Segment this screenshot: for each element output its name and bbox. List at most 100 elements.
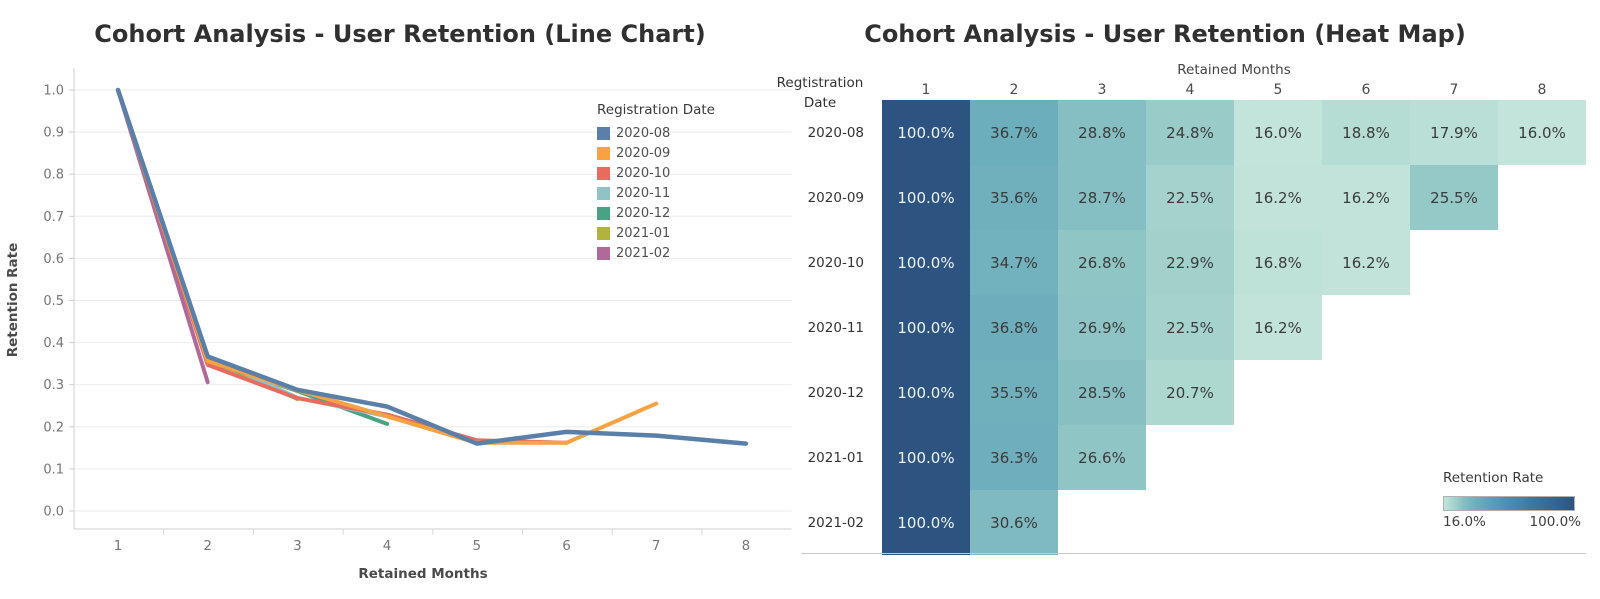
heatmap-row-label: 2020-08 [807,124,864,141]
heatmap-cell: 35.5% [970,360,1058,425]
y-tick-label: 0.4 [43,336,64,351]
heatmap-column-header: 8 [1537,82,1547,98]
y-tick-label: 0.9 [43,126,64,141]
legend-title: Registration Date [597,102,715,118]
series-line-2020-10 [116,88,569,445]
row-axis-title-line1: Regtistration [776,75,864,91]
x-tick-label: 2 [203,538,212,554]
legend-label: 2020-09 [616,145,671,161]
color-legend-labels: 16.0% 100.0% [1443,514,1581,530]
heatmap-row-label: 2020-12 [807,384,864,401]
x-tick-label: 4 [383,538,392,554]
x-tick-label: 6 [562,538,571,554]
heatmap-cell: 28.5% [1058,360,1146,425]
heatmap-cell: 36.8% [970,295,1058,360]
heatmap-column-header: 1 [921,82,931,98]
heatmap-row-label: 2020-09 [807,189,864,206]
heatmap-column-header: 4 [1185,82,1195,98]
heatmap-cell: 26.8% [1058,230,1146,295]
heatmap-cell: 26.9% [1058,295,1146,360]
legend-swatch [597,206,610,220]
heatmap-column-header: 6 [1361,82,1371,98]
y-tick-label: 0.7 [43,210,64,225]
legend-label: 2020-12 [616,205,671,221]
heatmap-row-label: 2021-01 [807,449,864,466]
heatmap-cell: 16.0% [1498,100,1586,165]
y-tick-label: 0.6 [43,252,64,267]
heatmap-cell: 16.8% [1234,230,1322,295]
heatmap-cell: 100.0% [882,100,970,165]
legend-item: 2021-02 [597,243,715,263]
legend-swatch [597,226,610,240]
heatmap-column-axis-title: Retained Months [1177,62,1291,78]
series-lines [115,87,749,446]
legend-label: 2021-01 [616,225,671,241]
tick-marks [69,89,703,535]
x-tick-label: 8 [742,538,751,554]
heatmap-cell: 22.9% [1146,230,1234,295]
heatmap-row-axis-title: Regtistration Date [770,73,870,113]
legend-swatch [597,126,610,140]
heatmap-column-header: 2 [1009,82,1019,98]
heatmap-cell: 100.0% [882,425,970,490]
color-legend: Retention Rate 16.0% 100.0% [1443,470,1581,530]
color-legend-max-label: 100.0% [1529,514,1581,530]
heatmap-cell: 36.7% [970,100,1058,165]
series-line-2020-09 [116,88,659,445]
heatmap-cell: 100.0% [882,295,970,360]
heatmap-cell: 25.5% [1410,165,1498,230]
legend-swatch [597,186,610,200]
heatmap-cell: 35.6% [970,165,1058,230]
legend-label: 2020-10 [616,165,671,181]
heatmap-cell: 100.0% [882,165,970,230]
x-tick-label: 1 [114,538,123,554]
heatmap-cell: 34.7% [970,230,1058,295]
tick-labels: 1.0 0.9 0.8 0.7 0.6 0.5 0.4 0.3 0.2 0.1 0.0 1 2 3 4 5 6 7… [43,84,750,555]
x-tick-label: 7 [652,538,661,554]
y-tick-label: 1.0 [43,84,64,99]
legend-items: 2020-08 2020-09 2020-10 2020-11 2020-12 2021-… [597,123,715,263]
y-tick-label: 0.5 [43,294,64,309]
line-chart-title: Cohort Analysis - User Retention (Line C… [94,20,706,48]
legend-item: 2021-01 [597,223,715,243]
heatmap-cell: 30.6% [970,490,1058,555]
heatmap-cell: 28.8% [1058,100,1146,165]
heatmap-cell: 20.7% [1146,360,1234,425]
legend-label: 2020-08 [616,125,671,141]
heatmap-cell: 100.0% [882,490,970,555]
heatmap-column-header: 7 [1449,82,1459,98]
legend-label: 2020-11 [616,185,671,201]
heatmap-cell: 100.0% [882,360,970,425]
color-legend-gradient-bar [1443,496,1575,511]
heatmap-cell: 16.2% [1322,165,1410,230]
x-axis-title: Retained Months [358,566,487,582]
legend-item: 2020-09 [597,143,715,163]
heatmap-cell: 17.9% [1410,100,1498,165]
heatmap-cell: 16.2% [1322,230,1410,295]
line-chart: 1.0 0.9 0.8 0.7 0.6 0.5 0.4 0.3 0.2 0.1 0.0 1 2 3 4 5 6 7… [5,68,792,582]
heatmap-cell: 24.8% [1146,100,1234,165]
legend-swatch [597,246,610,260]
y-tick-label: 0.3 [43,378,64,393]
heatmap-cell: 36.3% [970,425,1058,490]
heatmap-cell: 16.0% [1234,100,1322,165]
heatmap-column-header: 3 [1097,82,1107,98]
y-tick-label: 0.8 [43,168,64,183]
heatmap-cell: 28.7% [1058,165,1146,230]
color-legend-min-label: 16.0% [1443,514,1486,530]
legend-item: 2020-12 [597,203,715,223]
series-line-2020-08 [115,87,749,446]
legend-swatch [597,146,610,160]
legend-item: 2020-08 [597,123,715,143]
heatmap-cell: 26.6% [1058,425,1146,490]
heatmap-row-label: 2020-10 [807,254,864,271]
y-tick-label: 0.1 [43,462,64,477]
row-axis-title-line2: Date [803,95,837,111]
legend-swatch [597,166,610,180]
y-tick-label: 0.2 [43,420,64,435]
heatmap-cell: 16.2% [1234,165,1322,230]
heatmap-cell: 22.5% [1146,295,1234,360]
legend-label: 2021-02 [616,245,671,261]
line-chart-legend: Registration Date 2020-08 2020-09 2020-10 2… [597,102,715,263]
